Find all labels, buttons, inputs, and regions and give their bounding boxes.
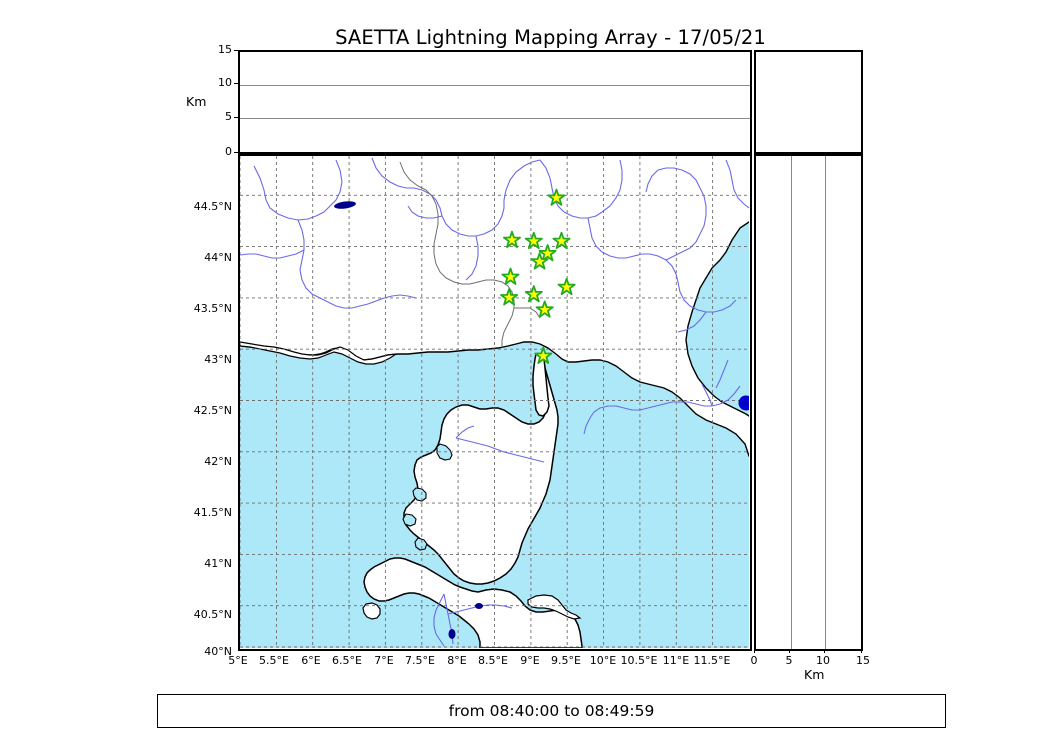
tick-lat-42: 42°N [204, 455, 232, 468]
tick-lon-11: 11°E [662, 654, 690, 667]
station-marker [530, 252, 549, 270]
tick-lon-9: 9°E [520, 654, 540, 667]
tick-top-10: 10 [218, 76, 232, 89]
tick-lon-8: 8°E [447, 654, 467, 667]
gridline-5km-right [790, 156, 792, 649]
map-panel[interactable] [238, 154, 752, 651]
tick-lon-11.5: 11.5°E [693, 654, 731, 667]
rivers [240, 157, 749, 647]
map-canvas [240, 156, 749, 648]
tick-top-15: 15 [218, 43, 232, 56]
coast-detail-nw [240, 341, 397, 365]
lightning-source-markers [738, 395, 749, 411]
tickmark-right-5 [789, 649, 790, 653]
map-gridlines [240, 156, 749, 648]
tick-right-10: 10 [816, 654, 830, 667]
tickmark-right-10 [824, 649, 825, 653]
tick-top-5: 5 [225, 110, 232, 123]
tickmark-top-10 [234, 83, 238, 84]
country-borders [399, 161, 541, 346]
tick-lat-43.5: 43.5°N [193, 302, 232, 315]
tickmark-top-15 [234, 50, 238, 51]
corsica-west-gulf-4 [414, 537, 428, 551]
right-panel-xlabel: Km [804, 667, 825, 682]
tick-lon-6: 6°E [301, 654, 321, 667]
tick-lon-10: 10°E [589, 654, 617, 667]
tick-lon-7.5: 7.5°E [405, 654, 435, 667]
tick-lat-44: 44°N [204, 251, 232, 264]
station-marker [547, 188, 566, 206]
right-cross-section-panel [754, 154, 863, 651]
tick-lat-40: 40°N [204, 645, 232, 658]
time-range-box: from 08:40:00 to 08:49:59 [157, 694, 946, 728]
gridline-10km [240, 85, 750, 86]
station-marker [557, 277, 576, 296]
station-marker [524, 231, 543, 249]
tick-lon-8.5: 8.5°E [478, 654, 508, 667]
top-cross-section-panel [238, 50, 752, 154]
tick-lat-43: 43°N [204, 353, 232, 366]
source-marker [738, 395, 749, 411]
station-marker [500, 288, 519, 306]
station-marker [524, 285, 543, 303]
station-marker [503, 230, 521, 248]
station-marker [535, 300, 554, 318]
station-marker [538, 244, 557, 262]
tick-lat-41: 41°N [204, 557, 232, 570]
tick-lon-6.5: 6.5°E [332, 654, 362, 667]
tickmark-top-0 [234, 152, 238, 153]
tick-lon-5.5: 5.5°E [259, 654, 289, 667]
time-range-label: from 08:40:00 to 08:49:59 [448, 702, 655, 720]
lakes [334, 201, 483, 639]
tickmark-top-5 [234, 117, 238, 118]
tick-lon-7: 7°E [374, 654, 394, 667]
tick-right-15: 15 [856, 654, 870, 667]
sardinia-nw-peninsula [362, 602, 381, 620]
corner-panel [754, 50, 863, 154]
tick-lat-41.5: 41.5°N [193, 506, 232, 519]
tick-lat-40.5: 40.5°N [193, 608, 232, 621]
gridline-10km-right [825, 156, 827, 649]
tick-lat-42.5: 42.5°N [193, 404, 232, 417]
gridline-5km [240, 118, 750, 119]
tick-lat-44.5: 44.5°N [193, 200, 232, 213]
tick-right-5: 5 [785, 654, 793, 667]
tickmark-right-0 [754, 649, 755, 653]
tick-top-0: 0 [225, 145, 232, 158]
tick-lon-5: 5°E [228, 654, 248, 667]
corsica-west-gulf-3 [402, 513, 417, 527]
tickmark-right-15 [861, 649, 862, 653]
top-panel-ylabel: Km [186, 94, 207, 109]
page-title: SAETTA Lightning Mapping Array - 17/05/2… [335, 26, 766, 49]
tick-lon-10.5: 10.5°E [620, 654, 658, 667]
station-marker [552, 231, 571, 249]
station-marker [534, 346, 553, 364]
lma-stations[interactable] [500, 188, 576, 364]
tick-lon-9.5: 9.5°E [551, 654, 581, 667]
tick-right-0: 0 [750, 654, 758, 667]
corsica-west-gulf-2 [412, 487, 427, 502]
station-marker [501, 267, 520, 285]
